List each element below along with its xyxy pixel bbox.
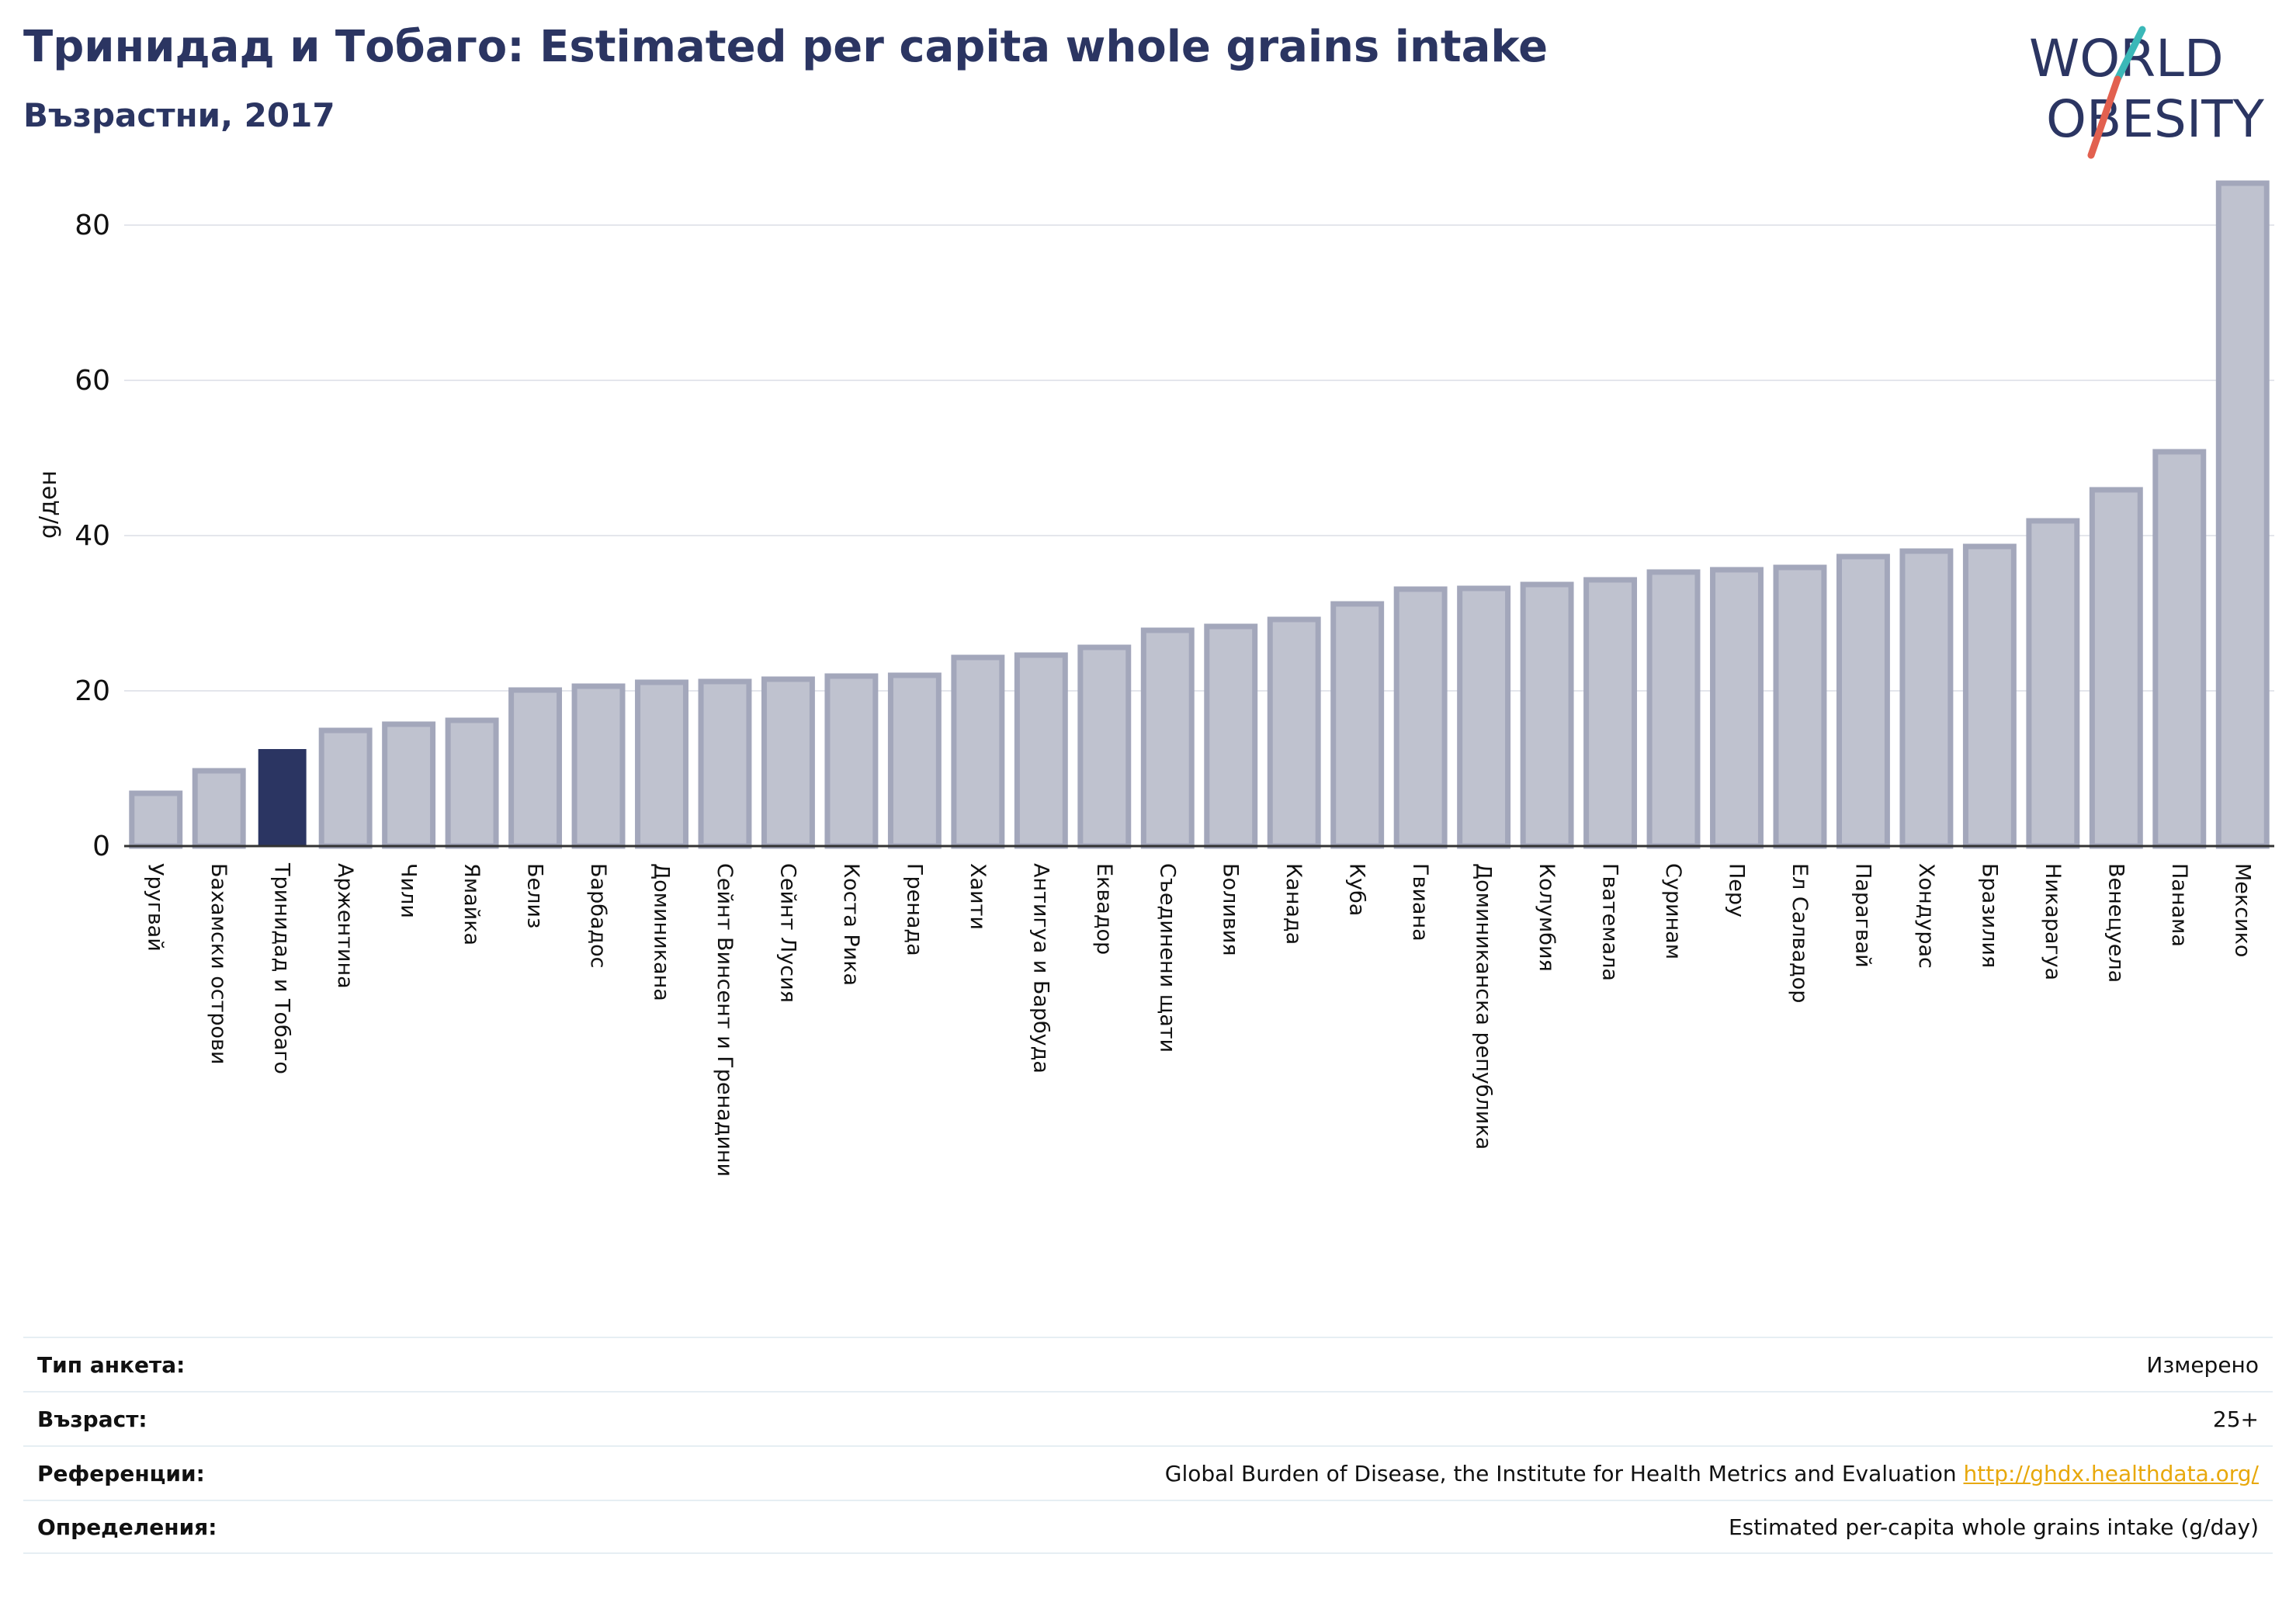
bar-2 (258, 749, 307, 846)
x-tick-label: Суринам (1661, 863, 1685, 959)
info-value: Измерено (2146, 1351, 2259, 1378)
x-tick-label: Венецуела (2104, 863, 2128, 983)
x-tick-label: Хаити (966, 863, 990, 930)
bar-3 (318, 727, 373, 849)
x-tick-label: Гренада (902, 863, 926, 956)
bar-23 (1583, 577, 1638, 849)
x-tick-label: Бразилия (1977, 863, 2001, 968)
bar-21 (1457, 585, 1511, 849)
bar-20 (1393, 586, 1448, 849)
x-tick-label: Канада (1282, 863, 1306, 945)
x-tick-label: Гвиана (1408, 863, 1432, 942)
info-value: Estimated per-capita whole grains intake… (1728, 1514, 2259, 1540)
x-tick-label: Аржентина (333, 863, 357, 989)
bar-30 (2026, 518, 2080, 849)
x-tick-label: Мексико (2230, 863, 2254, 957)
x-tick-label: Куба (1345, 863, 1369, 916)
x-tick-label: Ел Салвадор (1788, 863, 1812, 1003)
bar-33 (2215, 180, 2270, 849)
info-row-survey: Тип анкета: Измерено (23, 1337, 2273, 1391)
x-tick-label: Белиз (523, 863, 547, 928)
bar-8 (635, 679, 688, 849)
bar-27 (1836, 553, 1890, 849)
bar-24 (1646, 569, 1701, 849)
info-row-definitions: Определения: Estimated per-capita whole … (23, 1500, 2273, 1554)
x-tick-label: Барбадос (586, 863, 610, 968)
chart-title: Тринидад и Тобаго: Estimated per capita … (23, 22, 1549, 72)
info-row-age: Възраст: 25+ (23, 1391, 2273, 1445)
x-tick-label: Бахамски острови (206, 863, 231, 1064)
info-row-references: Референции: Global Burden of Disease, th… (23, 1445, 2273, 1500)
info-table: Тип анкета: Измерено Възраст: 25+ Рефере… (23, 1337, 2273, 1554)
bar-5 (445, 717, 499, 849)
x-tick-label: Съединени щати (1155, 863, 1179, 1053)
y-axis-label: g/ден (35, 470, 62, 539)
x-tick-label: Еквадор (1092, 863, 1116, 955)
reference-link[interactable]: http://ghdx.healthdata.org/ (1963, 1460, 2259, 1486)
x-tick-label: Перу (1725, 863, 1749, 917)
reference-text: Global Burden of Disease, the Institute … (1164, 1460, 1957, 1486)
info-label: Определения: (37, 1514, 217, 1540)
bar-11 (824, 673, 879, 849)
x-tick-label: Боливия (1219, 863, 1243, 956)
bar-29 (1962, 543, 2017, 849)
x-tick-label: Ямайка (460, 863, 484, 945)
bar-layer (129, 180, 2270, 849)
y-tick-label: 20 (75, 675, 110, 707)
x-tick-label: Чили (397, 863, 421, 918)
bar-31 (2089, 487, 2143, 849)
bar-9 (698, 678, 752, 849)
x-tick-label: Колумбия (1535, 863, 1559, 972)
x-tick-label: Уругвай (144, 863, 168, 952)
bar-7 (571, 683, 626, 849)
y-tick-label: 40 (75, 520, 110, 552)
axis-layer: 0 20 40 60 80 Уругвай Бахамски острови Тринидад… (75, 210, 2274, 1177)
x-tick-label: Антигуа и Барбуда (1028, 863, 1053, 1074)
bar-1 (192, 768, 246, 849)
x-tick-label: Сейнт Винсент и Гренадини (713, 863, 737, 1177)
bar-18 (1267, 616, 1321, 849)
x-tick-label: Сейнт Лусия (775, 863, 799, 1003)
info-label: Възраст: (37, 1406, 147, 1432)
x-tick-label: Тринидад и Тобаго (270, 862, 294, 1074)
x-tick-label: Коста Рика (839, 863, 863, 986)
x-tick-label: Панама (2167, 863, 2191, 947)
bar-6 (508, 687, 563, 849)
bar-16 (1140, 627, 1195, 849)
x-tick-label: Хондурас (1914, 863, 1938, 969)
bar-32 (2152, 449, 2207, 849)
info-label: Референции: (37, 1460, 205, 1486)
bar-15 (1077, 644, 1132, 849)
info-label: Тип анкета: (37, 1351, 186, 1378)
y-tick-label: 60 (75, 365, 110, 397)
x-tick-label: Никарагуа (2041, 863, 2065, 980)
x-tick-label: Парагвай (1850, 863, 1875, 968)
bar-26 (1773, 564, 1827, 849)
bar-14 (1014, 652, 1068, 849)
bar-chart: 0 20 40 60 80 Уругвай Бахамски острови Тринидад… (35, 180, 2274, 1177)
info-value-references: Global Burden of Disease, the Institute … (1165, 1461, 2259, 1486)
bar-12 (887, 672, 942, 849)
x-tick-label: Доминикана (650, 863, 674, 1001)
y-tick-label: 0 (92, 831, 110, 862)
world-obesity-logo: WORLD OBESITY (2029, 26, 2265, 159)
y-tick-label: 80 (75, 210, 110, 241)
bar-4 (382, 721, 436, 849)
bar-13 (951, 654, 1005, 849)
bar-10 (761, 676, 815, 849)
x-tick-label: Доминиканска република (1472, 863, 1496, 1150)
bar-22 (1520, 581, 1574, 849)
logo-line2: OBESITY (2046, 89, 2265, 149)
bar-0 (129, 790, 183, 849)
x-tick-label: Гватемала (1598, 863, 1622, 981)
bar-28 (1899, 548, 1954, 849)
bar-25 (1710, 567, 1764, 849)
bar-17 (1204, 623, 1258, 849)
chart-subtitle: Възрастни, 2017 (23, 96, 335, 134)
info-value: 25+ (2212, 1406, 2259, 1432)
bar-19 (1330, 601, 1385, 849)
